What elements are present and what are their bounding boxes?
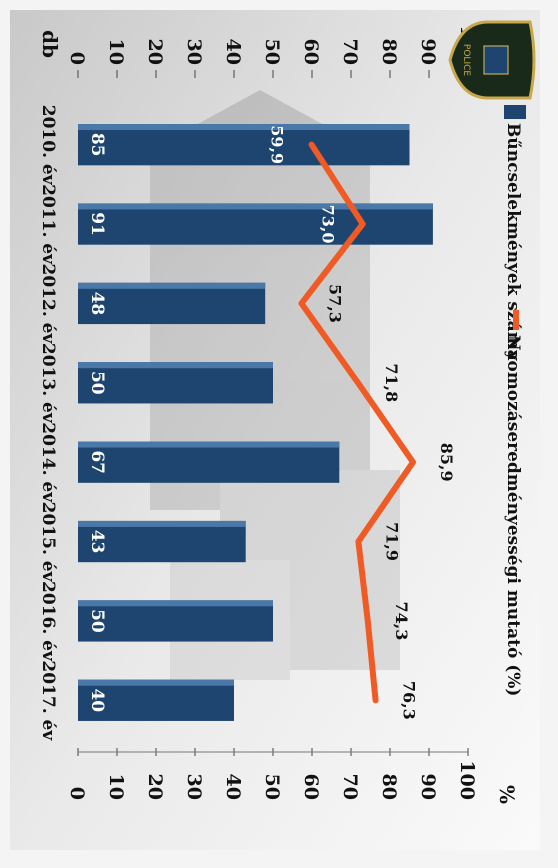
- bar-value-label: 91: [87, 212, 107, 236]
- police-badge-icon: POLICE: [448, 20, 536, 100]
- line-path: [298, 141, 417, 704]
- category-label: 2017. év: [38, 660, 58, 741]
- line-value-label: 57,3: [325, 284, 344, 323]
- bar: [78, 124, 410, 166]
- bar-value-label: 67: [87, 450, 107, 474]
- right-tick-label: 20: [144, 774, 166, 800]
- plot-area: 0 10 20 30 40 50 60 70 80 90 100 0 10 20 30 40 50 60 70 80…: [38, 20, 536, 804]
- bar: [78, 600, 273, 642]
- left-tick-label: 70: [339, 39, 361, 65]
- left-tick-label: 60: [300, 39, 322, 65]
- left-tick-label: 20: [144, 39, 166, 65]
- bar: [78, 203, 433, 245]
- category-label: 2011. év: [38, 184, 58, 265]
- line-value-label: 73,0: [319, 205, 338, 244]
- right-tick-label: 10: [105, 774, 127, 800]
- right-tick-label: 50: [261, 774, 283, 800]
- bar-value-label: 43: [87, 530, 107, 554]
- bar: [78, 282, 266, 325]
- line-value-label: 71,8: [382, 363, 401, 402]
- legend-bar-swatch: [504, 105, 526, 119]
- category-label: 2016. év: [38, 581, 58, 662]
- category-label: 2013. év: [38, 343, 58, 424]
- bar-highlight: [78, 600, 273, 607]
- category-label: 2015. év: [38, 502, 58, 583]
- line-value-label: 59,9: [268, 125, 287, 164]
- right-tick-label: 100: [456, 760, 478, 800]
- bar-highlight: [78, 679, 234, 686]
- bar-highlight: [78, 282, 266, 289]
- category-label: 2012. év: [38, 264, 58, 345]
- left-tick-label: 10: [105, 39, 127, 65]
- line-value-label: 85,9: [437, 443, 456, 482]
- left-tick-label: 90: [417, 39, 439, 65]
- bar-highlight: [78, 362, 273, 369]
- bar-value-label: 40: [87, 688, 107, 712]
- line-value-label: 71,9: [382, 522, 401, 561]
- right-tick-label: 80: [378, 774, 400, 800]
- line-value-label: 74,3: [392, 601, 411, 640]
- right-tick-label: 30: [183, 774, 205, 800]
- police-logo-text: POLICE: [461, 44, 471, 76]
- right-tick-label: 0: [66, 787, 88, 800]
- bar-highlight: [78, 441, 340, 448]
- right-tick-label: 60: [300, 774, 322, 800]
- category-label: 2010. év: [38, 105, 58, 186]
- bar-value-labels: 85 91 48 50 67 43 50 40: [87, 133, 107, 712]
- bar-value-label: 50: [87, 371, 107, 395]
- left-tick-label: 0: [66, 52, 88, 65]
- bar-highlight: [78, 520, 246, 527]
- legend: Bűncselekmények száma Nyomozáseredményes…: [503, 105, 526, 696]
- bar-value-label: 85: [87, 133, 107, 157]
- bar-value-label: 48: [87, 292, 107, 316]
- line-series: [298, 141, 417, 704]
- right-tick-label: 90: [417, 774, 439, 800]
- bar-highlight: [78, 124, 410, 131]
- left-tick-label: 40: [222, 39, 244, 65]
- bar-highlight: [78, 203, 433, 210]
- legend-line-swatch: [513, 310, 519, 330]
- bar-value-label: 50: [87, 609, 107, 633]
- bar: [78, 362, 273, 404]
- left-tick-label: 30: [183, 39, 205, 65]
- bar-series: [78, 124, 433, 721]
- right-tick-label: 40: [222, 774, 244, 800]
- legend-line-label: Nyomozáseredményességi mutató (%): [503, 335, 523, 696]
- line-value-label: 76,3: [400, 681, 419, 720]
- left-axis-title: db: [38, 30, 62, 58]
- line-value-labels: 59,9 73,0 57,3 71,8 85,9 71,9 74,3 76,3: [268, 125, 456, 720]
- left-tick-label: 80: [378, 39, 400, 65]
- bar: [78, 679, 234, 721]
- legend-bar-label: Bűncselekmények száma: [503, 123, 523, 361]
- left-tick-label: 50: [261, 39, 283, 65]
- bar: [78, 441, 340, 483]
- bar: [78, 520, 246, 563]
- category-label: 2014. év: [38, 422, 58, 503]
- right-axis-title: %: [495, 785, 519, 804]
- right-tick-label: 70: [339, 774, 361, 800]
- right-axis-ticks: 0 10 20 30 40 50 60 70 80 90 100: [66, 748, 478, 800]
